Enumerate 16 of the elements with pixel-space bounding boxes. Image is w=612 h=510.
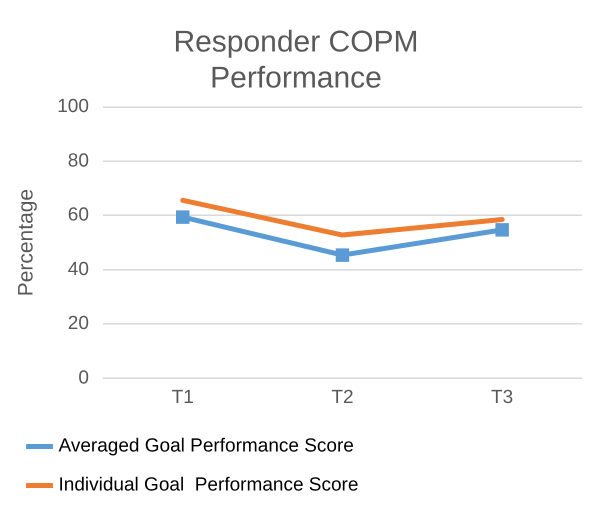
y-tick-label: 0 (78, 367, 89, 388)
y-tick-label: 40 (68, 258, 89, 280)
y-tick-label: 80 (68, 150, 89, 172)
x-tick-label: T1 (172, 386, 194, 408)
point (495, 223, 509, 237)
legend-label: Individual Goal Performance Score (58, 474, 358, 496)
point (176, 210, 190, 224)
y-tick-label: 20 (68, 313, 89, 334)
y-tick-label: 100 (57, 96, 89, 118)
x-tick-label: T2 (331, 386, 354, 408)
point (336, 248, 350, 262)
chart-title: Responder COPM Performance (173, 25, 419, 94)
legend-label: Averaged Goal Performance Score (58, 436, 354, 457)
x-tick-label: T3 (491, 386, 514, 408)
y-axis-title: Percentage (14, 188, 38, 296)
y-tick-label: 60 (68, 204, 89, 226)
